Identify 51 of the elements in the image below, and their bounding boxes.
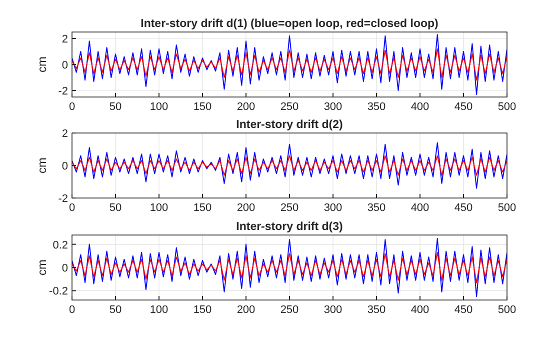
- x-tick-label: 50: [109, 304, 122, 316]
- y-tick-label: 0: [62, 160, 68, 172]
- x-tick-label: 500: [498, 101, 516, 113]
- line-series: [72, 48, 507, 81]
- x-tick-label: 400: [410, 202, 430, 214]
- chart-title: Inter-story drift d(3): [236, 221, 344, 233]
- y-tick-label: 2: [62, 34, 68, 46]
- y-axis-title: cm: [35, 158, 49, 174]
- line-series: [72, 252, 507, 284]
- x-tick-label: 250: [280, 101, 299, 113]
- x-tick-label: 250: [280, 202, 299, 214]
- x-tick-label: 450: [454, 202, 473, 214]
- y-tick-label: -2: [58, 193, 68, 205]
- x-tick-label: 350: [367, 304, 386, 316]
- y-axis-title: cm: [35, 260, 49, 276]
- x-tick-label: 150: [193, 304, 212, 316]
- y-axis-title: cm: [35, 56, 49, 72]
- x-tick-label: 150: [193, 101, 212, 113]
- x-tick-label: 200: [236, 101, 256, 113]
- x-tick-label: 50: [109, 101, 122, 113]
- y-tick-label: 0.2: [52, 239, 68, 252]
- y-tick-label: -0.2: [49, 286, 68, 298]
- x-tick-label: 450: [454, 304, 473, 316]
- x-tick-label: 300: [324, 202, 342, 214]
- x-tick-label: 300: [324, 304, 342, 316]
- x-tick-label: 500: [498, 304, 516, 316]
- x-tick-label: 200: [236, 202, 256, 214]
- x-tick-label: 400: [410, 101, 430, 113]
- chart-title: Inter-story drift d(1) (blue=open loop, red=closed loop): [140, 18, 439, 30]
- x-tick-label: 350: [367, 101, 386, 113]
- line-series: [72, 142, 507, 189]
- y-tick-label: -2: [58, 86, 68, 98]
- x-tick-label: 450: [454, 101, 473, 113]
- x-tick-label: 100: [150, 101, 168, 113]
- y-tick-label: 0: [62, 262, 68, 274]
- x-tick-label: 100: [150, 304, 168, 316]
- x-tick-label: 150: [193, 202, 212, 214]
- x-tick-label: 350: [367, 202, 386, 214]
- x-tick-label: 400: [410, 304, 430, 316]
- x-tick-label: 250: [280, 304, 299, 316]
- x-tick-label: 500: [498, 202, 516, 214]
- y-tick-label: 0: [62, 60, 68, 72]
- line-series: [72, 155, 507, 176]
- chart-title: Inter-story drift d(2): [236, 119, 344, 131]
- x-tick-label: 300: [324, 101, 342, 113]
- line-series: [72, 238, 507, 298]
- x-tick-label: 100: [150, 202, 168, 214]
- x-tick-label: 50: [109, 202, 122, 214]
- x-tick-label: 200: [236, 304, 256, 316]
- line-series: [72, 34, 507, 95]
- y-tick-label: 2: [62, 128, 68, 140]
